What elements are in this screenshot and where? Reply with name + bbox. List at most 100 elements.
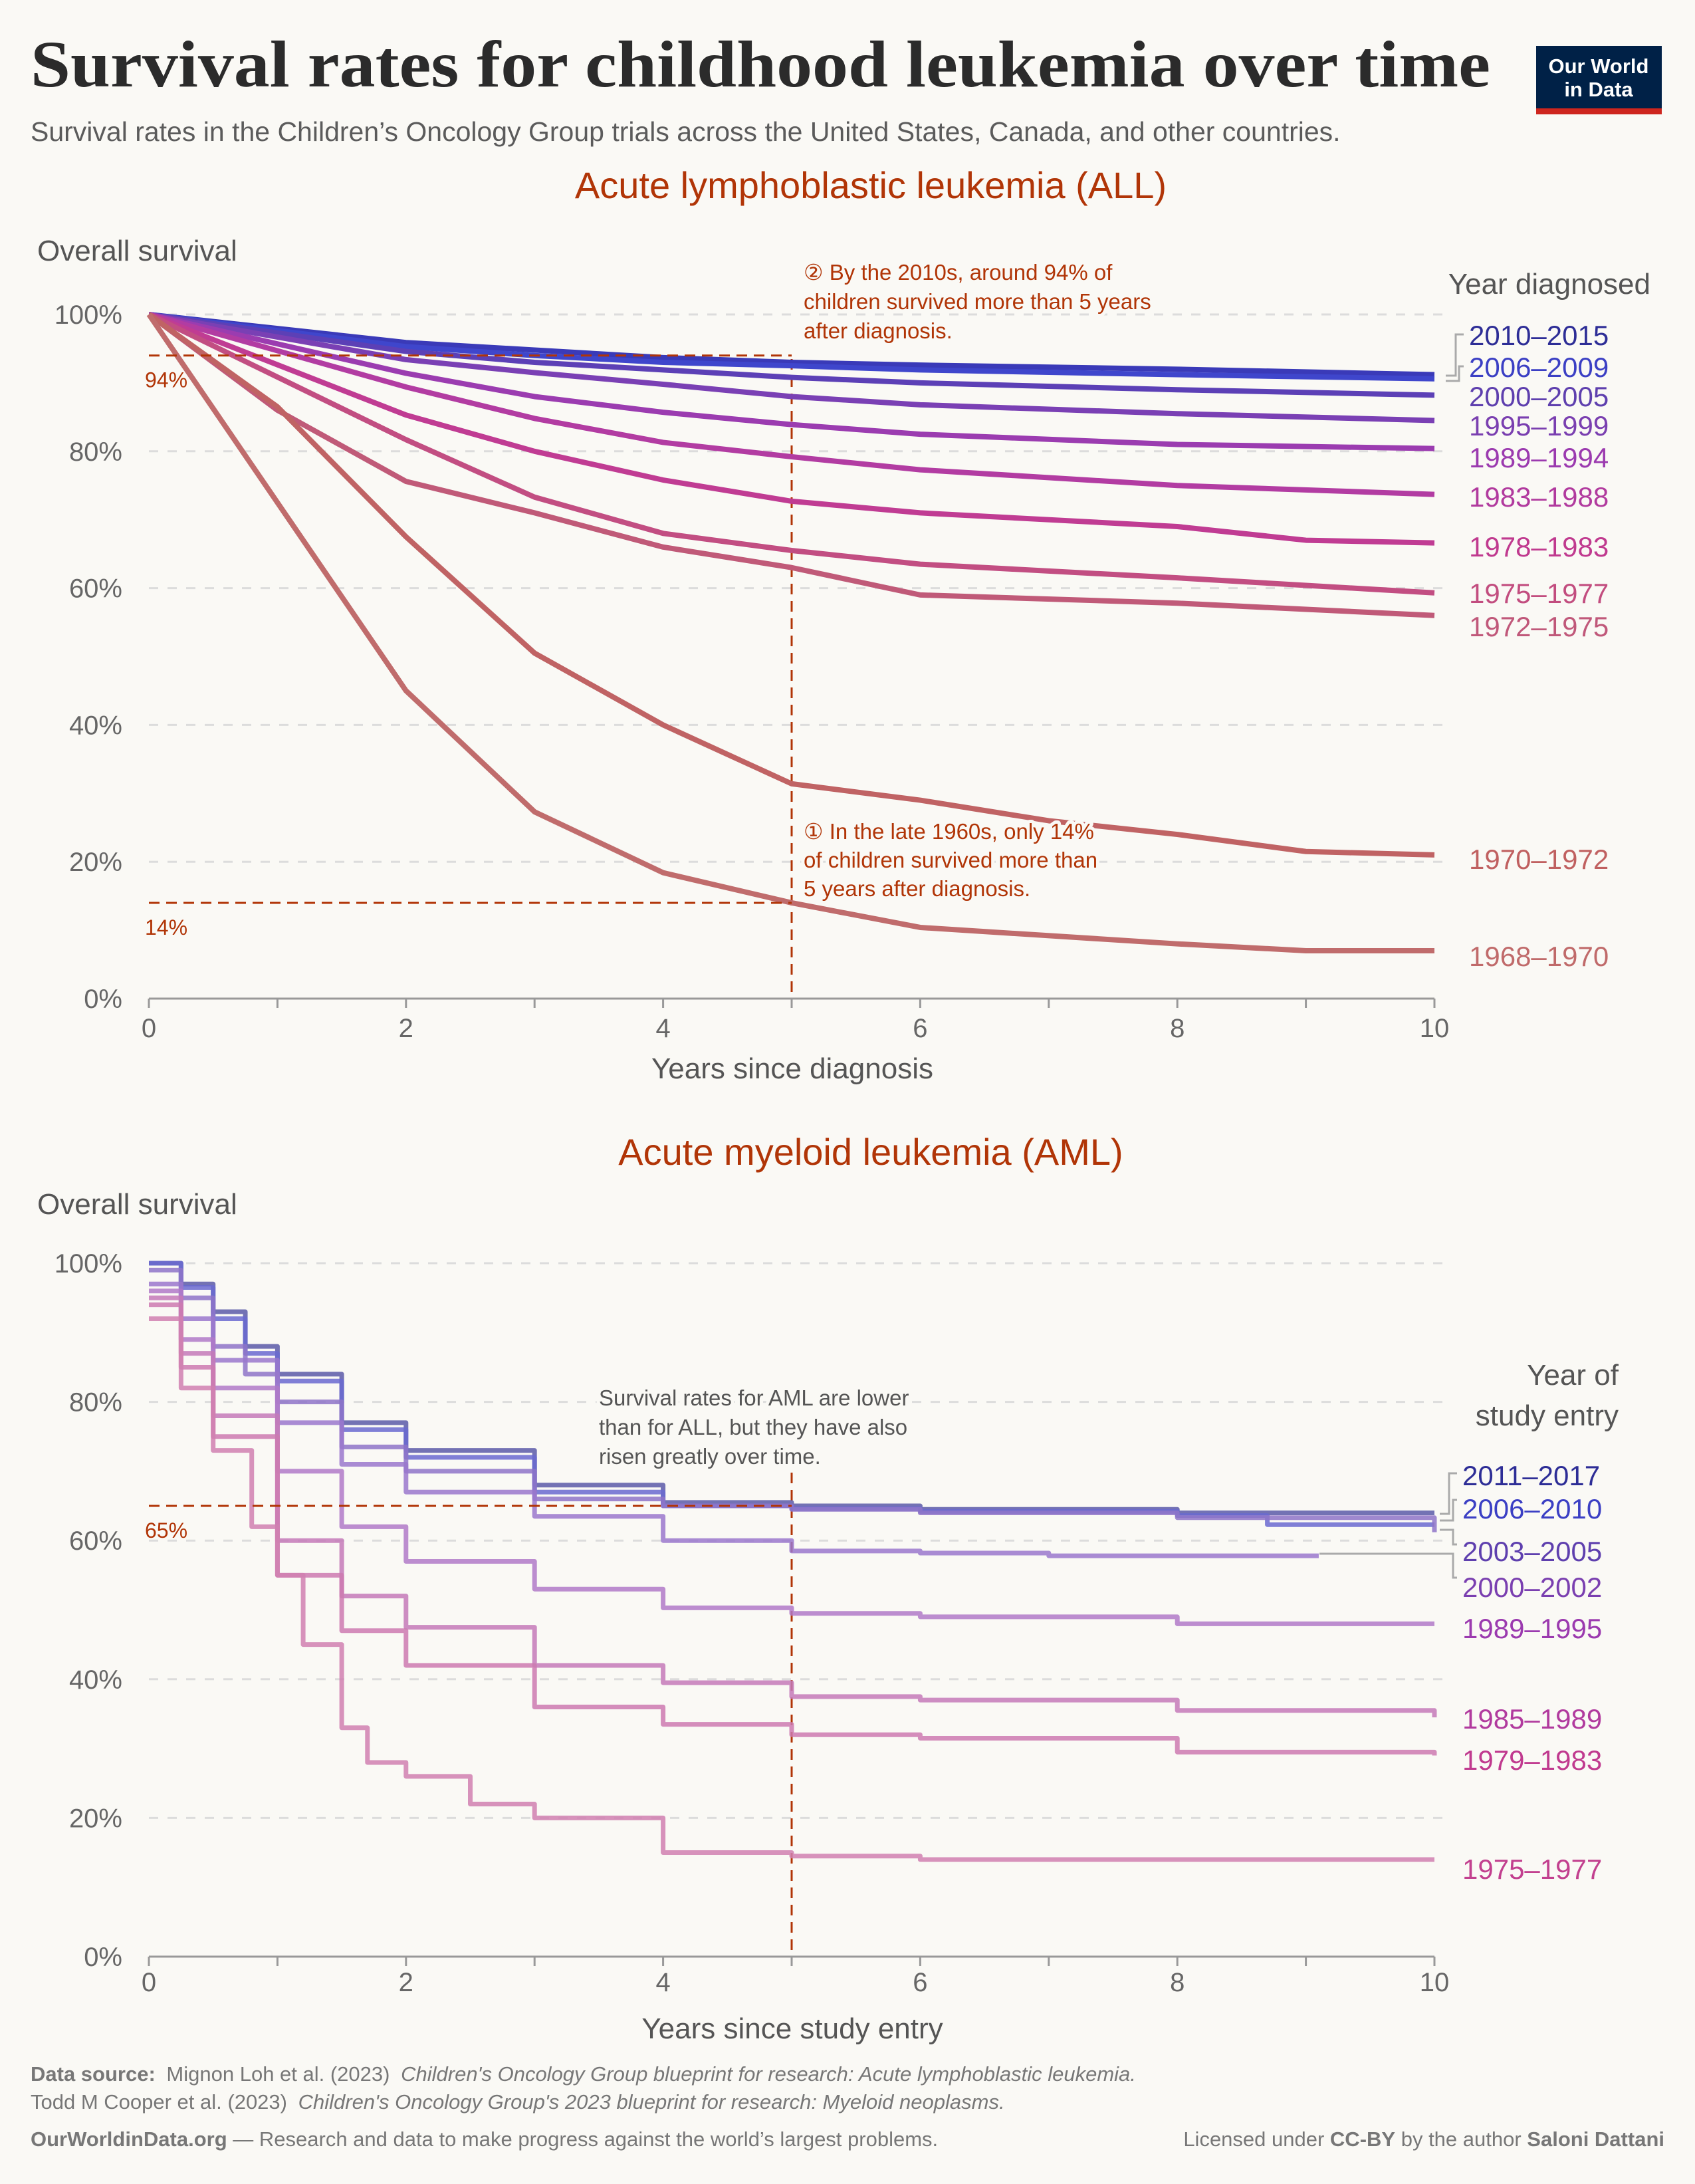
chart-title: Acute myeloid leukemia (AML) (618, 1131, 1123, 1173)
series-line (148, 312, 1435, 497)
legend-label: 1979–1983 (1462, 1745, 1602, 1776)
series-line (149, 1316, 1434, 1862)
label-connector (1440, 1499, 1457, 1522)
label-connector (1446, 365, 1464, 382)
legend-label: 2006–2009 (1469, 352, 1609, 383)
tagline: — Research and data to make progress aga… (233, 2127, 938, 2151)
legend-label: 2011–2017 (1462, 1460, 1600, 1491)
source2-title: Children's Oncology Group's 2023 bluepri… (298, 2090, 1005, 2114)
annotation-note: children survived more than 5 years (804, 289, 1151, 314)
y-tick-label: 100% (55, 301, 122, 330)
owid-logo[interactable]: Our World in Data (1536, 46, 1662, 114)
label-connector (1446, 333, 1464, 377)
source-label: Data source: (31, 2062, 156, 2086)
y-tick-label: 20% (69, 1804, 122, 1833)
legend-label: 1970–1972 (1469, 844, 1609, 875)
label-connector (1319, 1552, 1457, 1579)
legend-label: 1985–1989 (1462, 1703, 1602, 1735)
chart-title: Acute lymphoblastic leukemia (ALL) (575, 164, 1167, 206)
page-subtitle: Survival rates in the Children’s Oncolog… (31, 116, 1341, 147)
series-line (147, 312, 1435, 618)
x-tick-label: 2 (399, 1968, 413, 1997)
series-line (148, 312, 1435, 596)
reference-label: 14% (145, 915, 187, 939)
aml-chart: Acute myeloid leukemia (AML) Overall surv… (37, 1131, 1619, 2045)
legend-label: 1989–1994 (1469, 442, 1609, 473)
x-tick-label: 2 (399, 1014, 413, 1043)
site-link[interactable]: OurWorldinData.org (31, 2127, 227, 2151)
legend-label: 1972–1975 (1469, 611, 1609, 642)
data-source: Data source: Mignon Loh et al. (2023) Ch… (31, 2062, 1136, 2086)
series-line (147, 312, 1435, 858)
annotation-note: than for ALL, but they have also (599, 1415, 907, 1439)
y-tick-label: 100% (55, 1249, 122, 1278)
legend-label: 2003–2005 (1462, 1536, 1602, 1567)
source1-title: Children's Oncology Group blueprint for … (401, 2062, 1136, 2086)
page-title: Survival rates for childhood leukemia ov… (31, 27, 1490, 101)
reference-label: 65% (145, 1518, 187, 1542)
series-line (148, 312, 1435, 451)
y-tick-label: 80% (69, 1388, 122, 1417)
series-line (148, 312, 1435, 546)
all-chart: Acute lymphoblastic leukemia (ALL) Overal… (37, 164, 1650, 1085)
legend-label: 1978–1983 (1469, 531, 1609, 562)
x-axis-title: Years since study entry (641, 2012, 943, 2045)
annotation-note: 5 years after diagnosis. (804, 876, 1030, 901)
annotation-note: ② By the 2010s, around 94% of (804, 260, 1113, 285)
legend-label: 1983–1988 (1469, 481, 1609, 513)
source2-authors: Todd M Cooper et al. (2023) (31, 2090, 287, 2114)
reference-label: 94% (145, 368, 187, 392)
y-tick-label: 80% (69, 437, 122, 467)
logo-line2: in Data (1564, 78, 1633, 101)
x-tick-label: 10 (1420, 1014, 1450, 1043)
legend-label: 2006–2010 (1462, 1493, 1602, 1524)
legend-label: 1989–1995 (1462, 1613, 1602, 1644)
x-tick-label: 10 (1420, 1968, 1450, 1997)
series-line (148, 312, 1435, 378)
annotation-note: ① In the late 1960s, only 14% (804, 819, 1094, 844)
x-axis-title: Years since diagnosis (651, 1052, 933, 1085)
y-tick-label: 0% (84, 985, 122, 1014)
x-tick-label: 8 (1170, 1014, 1185, 1043)
annotation-note: after diagnosis. (804, 318, 953, 343)
license-link[interactable]: CC-BY (1330, 2127, 1395, 2151)
legend-title: Year diagnosed (1448, 268, 1650, 301)
label-connector (1440, 1528, 1457, 1546)
legend-label: 2010–2015 (1469, 320, 1609, 351)
x-tick-label: 0 (142, 1968, 156, 1997)
y-axis-title: Overall survival (37, 1188, 237, 1221)
legend-label: 1995–1999 (1469, 410, 1609, 441)
legend-label: 1975–1977 (1469, 578, 1609, 609)
license: Licensed under CC-BY by the author Salon… (1183, 2127, 1664, 2151)
legend-title: study entry (1476, 1399, 1619, 1432)
y-tick-label: 60% (69, 1526, 122, 1556)
legend-label: 2000–2005 (1469, 381, 1609, 412)
data-source-2: Todd M Cooper et al. (2023) Children's O… (31, 2090, 1005, 2114)
y-tick-label: 40% (69, 711, 122, 740)
series-line (148, 312, 1435, 398)
y-axis-title: Overall survival (37, 235, 237, 267)
y-tick-label: 60% (69, 574, 122, 604)
x-tick-label: 0 (142, 1014, 156, 1043)
x-tick-label: 4 (655, 1014, 670, 1043)
footer-tagline: OurWorldinData.org — Research and data t… (31, 2127, 938, 2151)
annotation-note: of children survived more than (804, 848, 1097, 872)
legend-title: Year of (1527, 1359, 1619, 1392)
author: Saloni Dattani (1527, 2127, 1664, 2151)
license-prefix: Licensed under (1183, 2127, 1330, 2151)
x-tick-label: 6 (913, 1968, 927, 1997)
y-tick-label: 20% (69, 848, 122, 877)
x-tick-label: 6 (913, 1014, 927, 1043)
legend-label: 2000–2002 (1462, 1572, 1602, 1603)
y-tick-label: 40% (69, 1665, 122, 1695)
logo-line1: Our World (1549, 55, 1649, 78)
series-line (148, 312, 1435, 382)
legend-label: 1975–1977 (1462, 1854, 1602, 1885)
annotation-note: risen greatly over time. (599, 1444, 821, 1469)
x-tick-label: 8 (1170, 1968, 1185, 1997)
label-connector (1440, 1472, 1457, 1515)
license-mid: by the author (1401, 2127, 1527, 2151)
legend-label: 1968–1970 (1469, 941, 1609, 972)
x-tick-label: 4 (655, 1968, 670, 1997)
